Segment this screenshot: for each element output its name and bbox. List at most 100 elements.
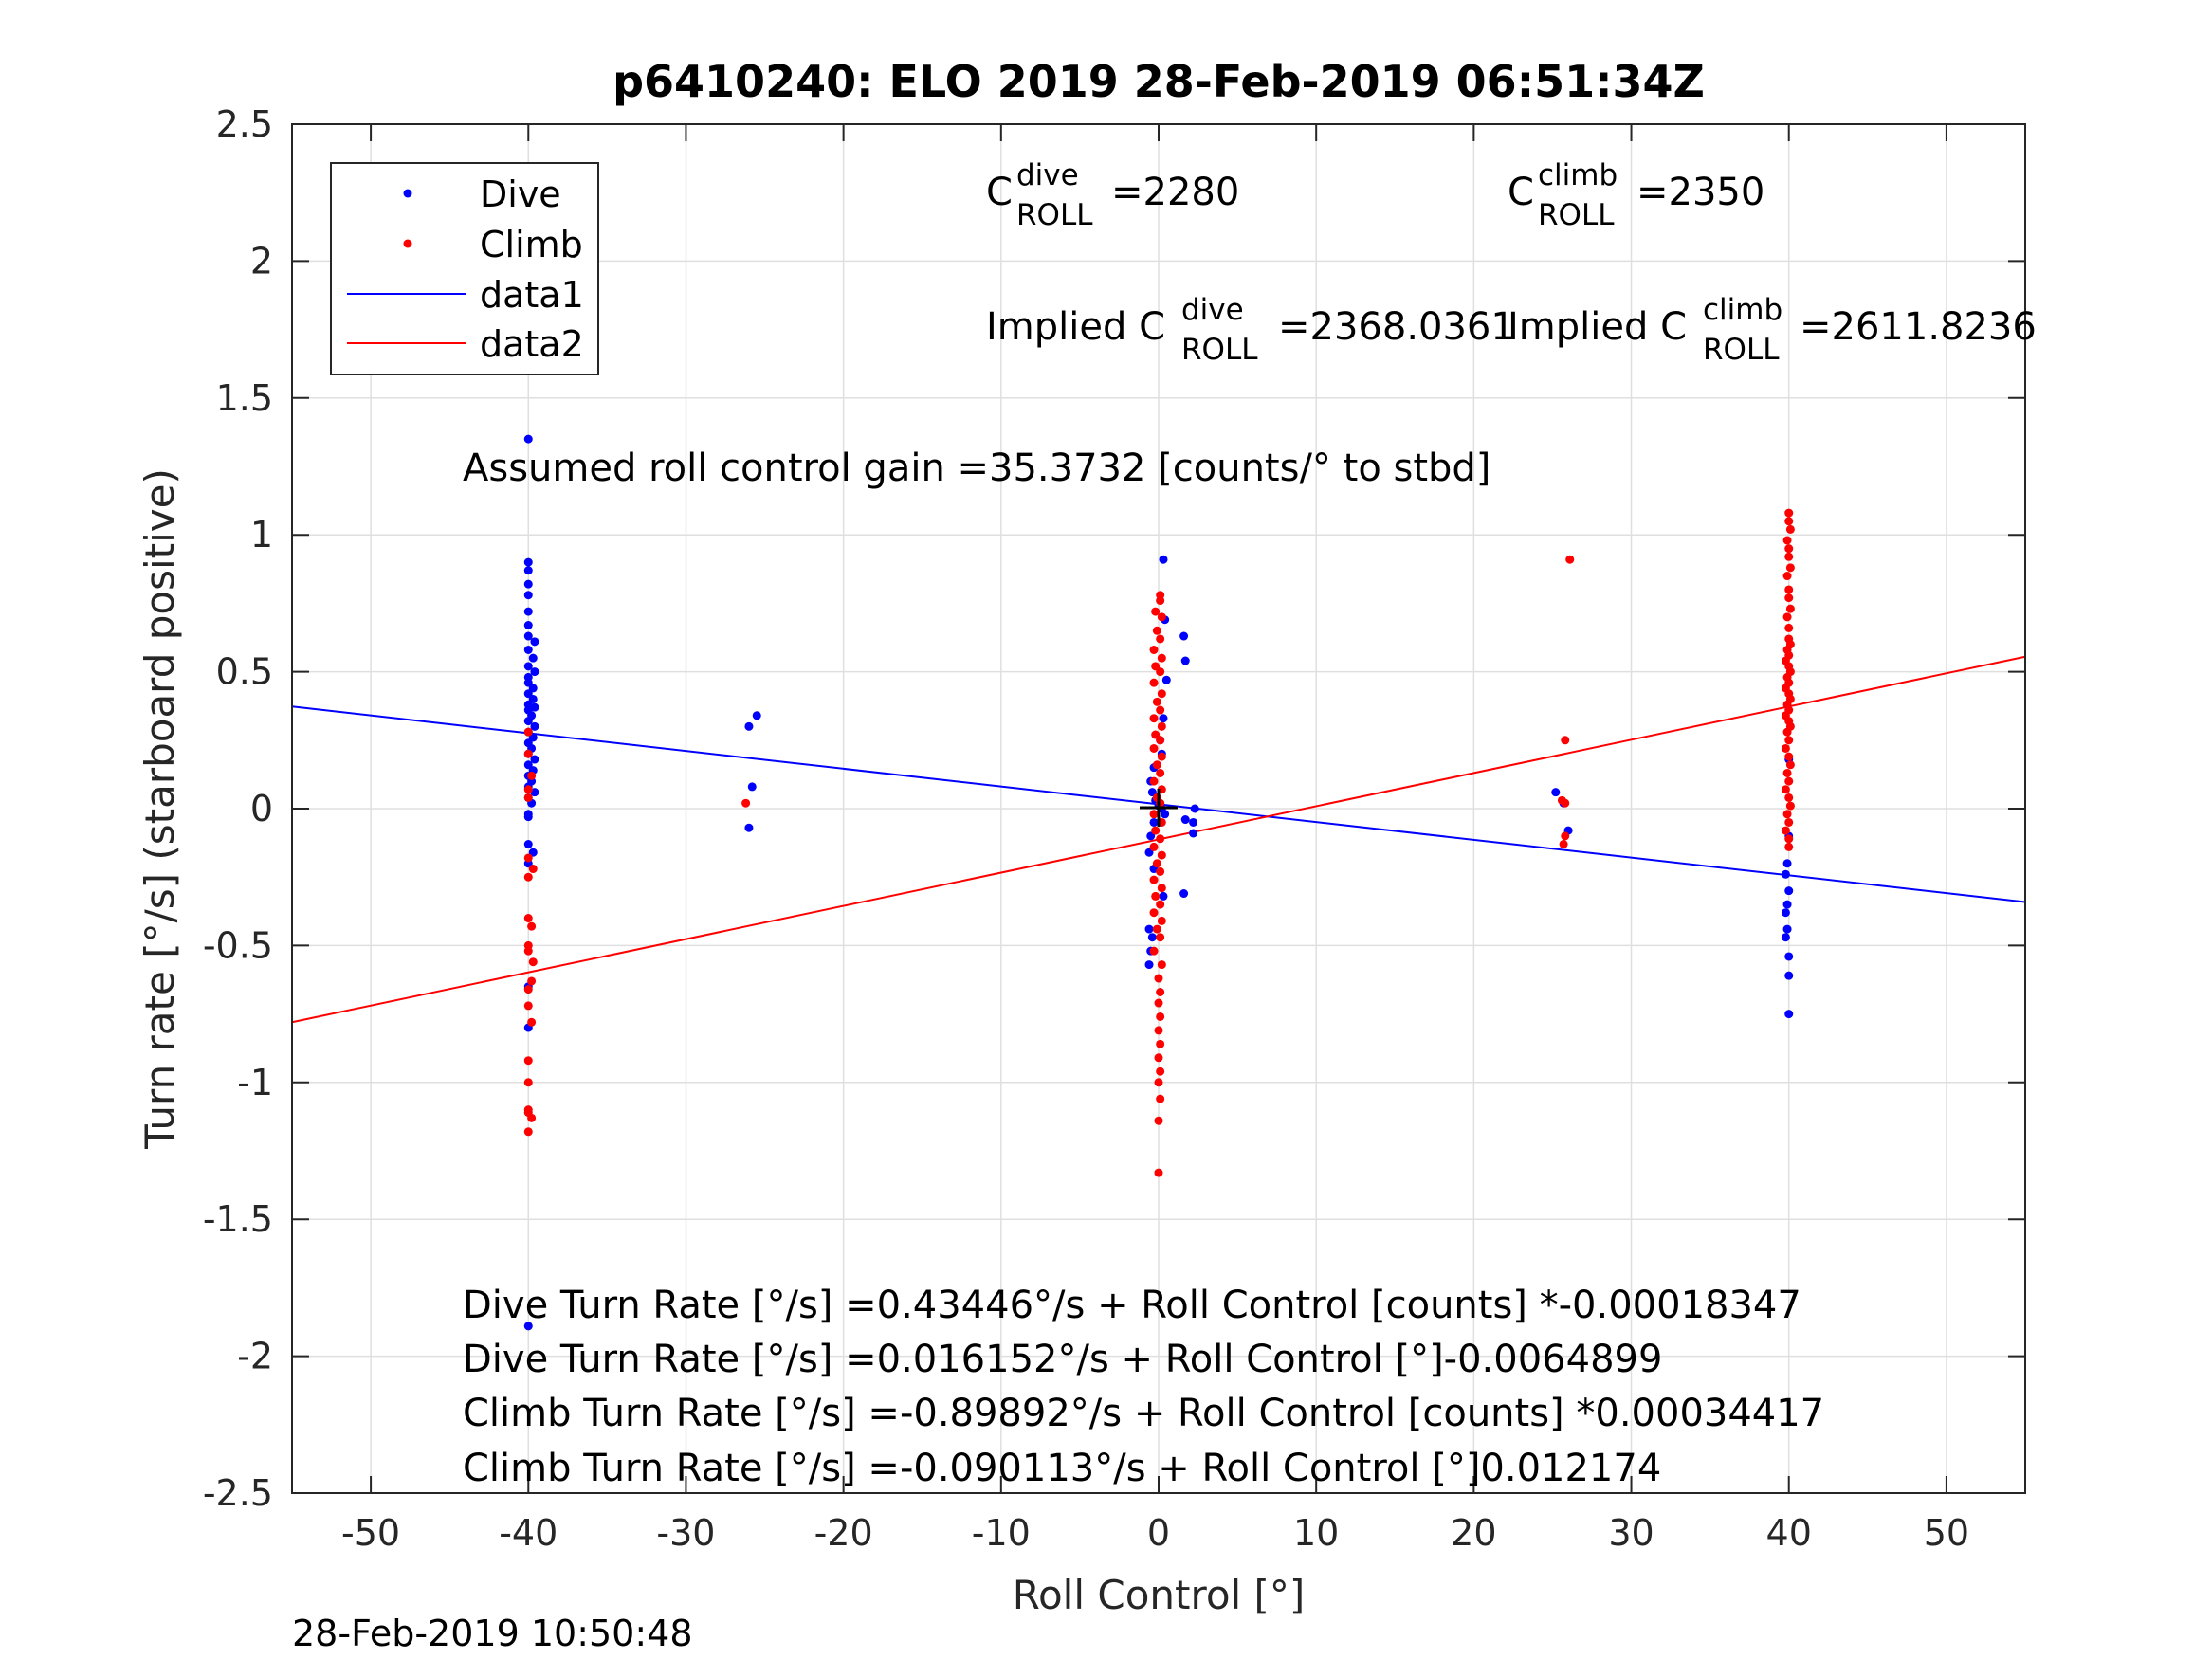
climb-c-roll-value: =2350 (1636, 171, 1764, 214)
climb-point (1782, 536, 1792, 545)
climb-point (1156, 900, 1165, 909)
dive-point (1179, 631, 1189, 641)
dive-point (744, 823, 754, 832)
climb-point (1784, 585, 1794, 594)
y-tick-label: -2.5 (203, 1472, 273, 1514)
climb-point (1152, 859, 1161, 868)
dive-point (523, 840, 533, 849)
dive-point (523, 812, 533, 822)
legend-label-climb: Climb (480, 224, 583, 265)
climb-point (1154, 1168, 1163, 1177)
climb-point (1784, 817, 1794, 827)
climb-point (1784, 508, 1794, 518)
climb-point (523, 914, 533, 923)
climb-point (1784, 834, 1794, 844)
climb-point (1154, 998, 1163, 1008)
climb-point (1154, 1078, 1163, 1087)
climb-point (1785, 563, 1795, 573)
climb-point (1154, 1026, 1163, 1035)
climb-point (1156, 705, 1165, 715)
climb-point (1782, 572, 1792, 581)
x-tick-label: 50 (1924, 1512, 1969, 1554)
climb-point (523, 1078, 533, 1087)
x-tick-label: 30 (1608, 1512, 1654, 1554)
climb-point (1152, 924, 1161, 934)
dive-point (523, 434, 533, 444)
climb-point (1152, 760, 1161, 770)
climb-point (1152, 626, 1161, 635)
tick-labels: -50 -40 -30 -20 -10 0 10 20 30 40 50 2.5 2 1.5 1 0.5 0 -0… (203, 103, 1969, 1554)
climb-point (1149, 946, 1159, 956)
climb-point (1149, 714, 1159, 723)
x-tick-label: -20 (814, 1512, 873, 1554)
dive-point (523, 645, 533, 654)
dive-point (530, 755, 539, 764)
dive-point (523, 579, 533, 589)
x-tick-label: -10 (972, 1512, 1031, 1554)
climb-point (528, 865, 538, 874)
legend-label-dive: Dive (480, 173, 561, 215)
climb-point (1782, 727, 1792, 737)
climb-point (741, 798, 751, 808)
climb-point (1156, 1066, 1165, 1076)
dive-point (1180, 815, 1190, 825)
climb-point (1559, 840, 1568, 849)
legend-box (330, 162, 599, 375)
climb-point (1156, 987, 1165, 996)
climb-point (1784, 842, 1794, 851)
climb-point (1156, 634, 1165, 644)
climb-point (1157, 752, 1166, 761)
dive-point (523, 1322, 533, 1331)
climb-point (1149, 743, 1159, 753)
dive-point (1144, 924, 1154, 934)
climb-point (1156, 834, 1165, 844)
legend-label-data2: data2 (480, 323, 584, 365)
x-tick-label: -50 (341, 1512, 400, 1554)
y-tick-label: 1 (250, 514, 273, 556)
y-tick-label: 2.5 (216, 103, 273, 145)
climb-point (523, 1127, 533, 1137)
climb-point (1785, 801, 1795, 811)
climb-point (1151, 826, 1161, 835)
climb-point (527, 771, 537, 780)
dive-point (523, 557, 533, 567)
climb-point (1785, 524, 1795, 534)
climb-point (1157, 884, 1166, 893)
climb-point (527, 1017, 537, 1027)
x-tick-label: -30 (656, 1512, 715, 1554)
implied-dive-value: =2368.0361 (1278, 305, 1515, 349)
legend-marker-climb (403, 239, 412, 248)
legend-label-data1: data1 (480, 274, 584, 316)
climb-point (1784, 593, 1794, 603)
y-tick-label: 1.5 (216, 377, 273, 419)
dive-c-roll-sub: ROLL (1016, 198, 1093, 232)
x-tick-label: 10 (1293, 1512, 1339, 1554)
climb-point (523, 793, 533, 802)
dive-point (1781, 908, 1790, 918)
dive-point (1161, 675, 1171, 684)
climb-point (1152, 697, 1161, 706)
dive-point (1781, 869, 1790, 879)
y-tick-label: 0.5 (216, 651, 273, 693)
climb-point (1154, 1116, 1163, 1125)
climb-point (1157, 612, 1166, 622)
climb-point (1157, 916, 1166, 925)
equation-climb-degrees: Climb Turn Rate [°/s] =-0.090113°/s + Ro… (463, 1447, 1661, 1490)
x-tick-label: -40 (499, 1512, 558, 1554)
dive-point (747, 782, 757, 792)
dive-point (528, 653, 538, 663)
dive-point (1551, 788, 1561, 797)
climb-point (1782, 810, 1792, 819)
dive-point (1179, 889, 1189, 899)
climb-point (1149, 810, 1159, 819)
dive-point (1149, 817, 1159, 827)
climb-point (1154, 1053, 1163, 1063)
implied-climb-prefix: Implied C (1508, 305, 1687, 349)
climb-point (1784, 623, 1794, 632)
climb-point (1151, 607, 1161, 616)
dive-point (1784, 952, 1794, 961)
climb-point (523, 985, 533, 994)
dive-point (1159, 714, 1168, 723)
climb-point (1157, 960, 1166, 970)
